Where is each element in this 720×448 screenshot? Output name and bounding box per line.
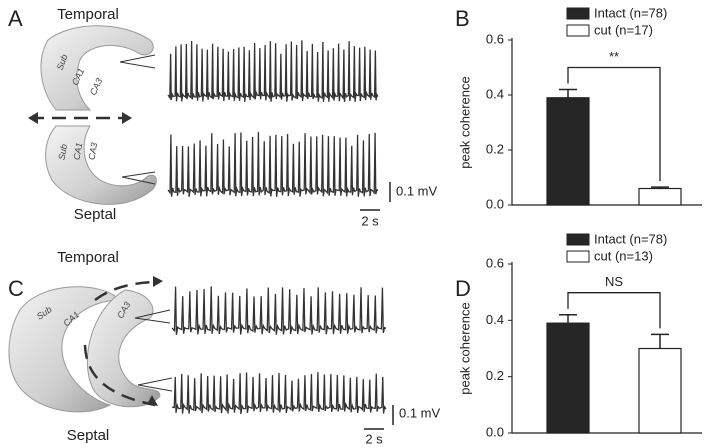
y-axis-label: peak coherence <box>457 302 472 395</box>
legend-label: cut (n=13) <box>594 248 653 263</box>
diagram-label: Septal <box>67 427 110 444</box>
diagram-label: Temporal <box>57 249 119 266</box>
diagram-label: Septal <box>74 206 117 223</box>
error-bar <box>651 186 669 189</box>
error-bar <box>559 88 577 98</box>
trace <box>171 372 387 415</box>
bar <box>638 187 682 206</box>
electrode <box>119 54 156 185</box>
panel-label: B <box>455 6 470 31</box>
region-label: CA3 <box>88 77 104 97</box>
y-tick-label: 0.6 <box>486 255 504 270</box>
annotation: NS <box>605 274 623 289</box>
scale-label: 0.1 mV <box>399 405 441 420</box>
scale-label: 2 s <box>365 431 383 446</box>
error-bar <box>559 313 577 324</box>
legend-swatch <box>566 24 590 37</box>
diagram-label: Temporal <box>57 6 119 23</box>
bar <box>546 322 590 434</box>
arrowheads <box>147 276 163 406</box>
hippocampus <box>45 125 157 205</box>
y-tick-label: 0.4 <box>486 86 504 101</box>
panel-label: D <box>455 276 471 301</box>
legend-swatch <box>566 233 590 246</box>
y-tick-label: 0.2 <box>486 141 504 156</box>
hippocampus <box>40 25 154 111</box>
legend-swatch <box>566 250 590 263</box>
legend-label: Intact (n=78) <box>594 231 667 246</box>
y-tick-label: 0.0 <box>486 196 504 211</box>
panel-label: C <box>8 276 24 301</box>
trace <box>171 286 387 335</box>
legend-label: cut (n=17) <box>594 22 653 37</box>
bar <box>546 97 590 206</box>
legend-swatch <box>566 7 590 20</box>
panel-label: A <box>8 6 23 31</box>
electrode <box>134 309 173 392</box>
cut-line <box>83 280 161 407</box>
trace <box>167 40 379 103</box>
y-tick-label: 0.2 <box>486 368 504 383</box>
hippocampus <box>8 286 122 413</box>
legend-label: Intact (n=78) <box>594 5 667 20</box>
y-tick-label: 0.0 <box>486 424 504 439</box>
scale-label: 2 s <box>361 213 379 228</box>
region-label: Sub <box>56 143 69 161</box>
trace <box>167 132 379 197</box>
annotation: ** <box>609 49 619 64</box>
region-label: CA1 <box>71 142 84 161</box>
significance-bracket <box>567 66 661 182</box>
significance-bracket <box>567 292 661 329</box>
bar <box>638 347 682 434</box>
region-label: CA3 <box>86 142 99 161</box>
scale-label: 0.1 mV <box>396 183 438 198</box>
error-bar <box>651 333 669 349</box>
y-tick-label: 0.6 <box>486 31 504 46</box>
y-tick-label: 0.4 <box>486 312 504 327</box>
y-axis-label: peak coherence <box>457 76 472 169</box>
